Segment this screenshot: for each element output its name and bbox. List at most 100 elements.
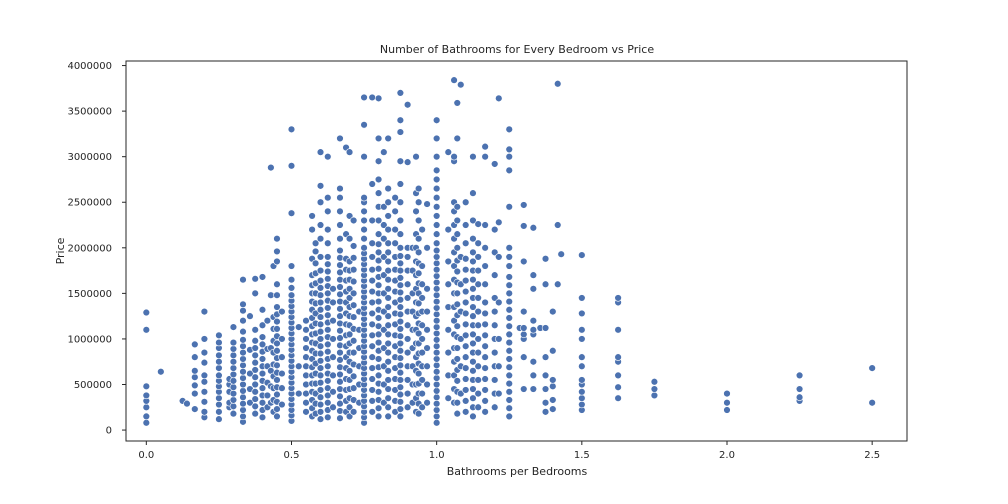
- data-point: [380, 399, 388, 407]
- data-point: [481, 298, 489, 307]
- data-point: [273, 405, 281, 413]
- data-point: [384, 403, 392, 411]
- data-point: [229, 358, 238, 366]
- data-point: [349, 408, 358, 416]
- data-point: [239, 380, 247, 389]
- data-point: [491, 348, 499, 357]
- data-point: [403, 376, 412, 384]
- data-point: [316, 306, 325, 314]
- data-point: [384, 312, 392, 320]
- y-tick-label: 2500000: [67, 198, 112, 209]
- data-point: [239, 355, 247, 363]
- data-point: [432, 393, 441, 401]
- data-point: [345, 212, 354, 220]
- data-point: [324, 348, 332, 356]
- data-point: [374, 314, 383, 322]
- data-point: [469, 285, 477, 293]
- data-point: [374, 371, 383, 380]
- data-point: [324, 267, 332, 276]
- data-point: [251, 388, 259, 396]
- data-point: [258, 273, 267, 281]
- data-point: [316, 198, 325, 206]
- data-point: [302, 317, 310, 325]
- data-point: [324, 362, 332, 370]
- data-point: [396, 259, 405, 267]
- data-point: [368, 309, 376, 318]
- data-point: [278, 369, 286, 378]
- data-point: [324, 377, 332, 385]
- data-point: [795, 385, 804, 393]
- data-point: [505, 330, 513, 339]
- data-point: [549, 396, 557, 404]
- data-point: [412, 152, 420, 161]
- data-point: [316, 266, 325, 275]
- data-point: [360, 152, 368, 161]
- data-point: [505, 322, 513, 330]
- data-point: [239, 342, 247, 350]
- data-point: [418, 321, 426, 329]
- data-point: [469, 358, 477, 366]
- data-point: [396, 180, 405, 188]
- data-point: [324, 152, 332, 161]
- data-point: [541, 385, 550, 393]
- data-point: [278, 384, 286, 392]
- data-point: [520, 222, 528, 230]
- data-point: [432, 297, 441, 306]
- data-point: [251, 380, 259, 389]
- data-point: [549, 376, 557, 384]
- data-point: [868, 364, 876, 372]
- data-point: [336, 261, 344, 269]
- data-point: [432, 329, 441, 338]
- data-point: [251, 366, 259, 374]
- data-point: [251, 395, 259, 403]
- data-point: [481, 221, 489, 229]
- data-point: [491, 321, 499, 329]
- data-point: [316, 364, 325, 372]
- data-point: [396, 230, 405, 238]
- data-point: [461, 408, 470, 416]
- data-point: [380, 203, 388, 211]
- data-point: [380, 271, 388, 279]
- data-point: [191, 405, 199, 413]
- data-point: [461, 298, 470, 307]
- data-point: [336, 207, 344, 216]
- data-point: [414, 369, 423, 378]
- data-point: [423, 380, 431, 389]
- data-point: [329, 371, 337, 380]
- y-tick-label: 500000: [74, 380, 112, 391]
- data-point: [505, 363, 513, 371]
- data-point: [495, 389, 503, 398]
- data-point: [432, 152, 441, 161]
- data-point: [374, 134, 383, 143]
- data-point: [453, 300, 461, 309]
- data-point: [308, 212, 316, 220]
- data-point: [349, 313, 358, 321]
- data-point: [432, 291, 441, 299]
- data-point: [554, 280, 562, 288]
- data-point: [239, 306, 247, 315]
- data-point: [316, 291, 325, 299]
- data-point: [345, 412, 354, 421]
- data-point: [215, 338, 223, 347]
- data-point: [396, 281, 405, 289]
- data-point: [453, 267, 461, 276]
- data-point: [287, 125, 296, 134]
- data-point: [302, 344, 310, 352]
- data-point: [450, 317, 458, 325]
- data-point: [529, 224, 538, 232]
- data-point: [529, 371, 538, 380]
- data-point: [349, 384, 358, 392]
- data-point: [474, 239, 482, 247]
- data-point: [469, 189, 477, 197]
- data-point: [200, 378, 209, 386]
- data-point: [239, 300, 247, 309]
- data-point: [444, 394, 452, 402]
- data-point: [191, 381, 199, 390]
- data-point: [267, 163, 275, 172]
- data-point: [495, 335, 503, 343]
- data-point: [336, 414, 344, 422]
- data-point: [380, 235, 388, 243]
- data-point: [239, 406, 247, 414]
- data-point: [258, 399, 267, 407]
